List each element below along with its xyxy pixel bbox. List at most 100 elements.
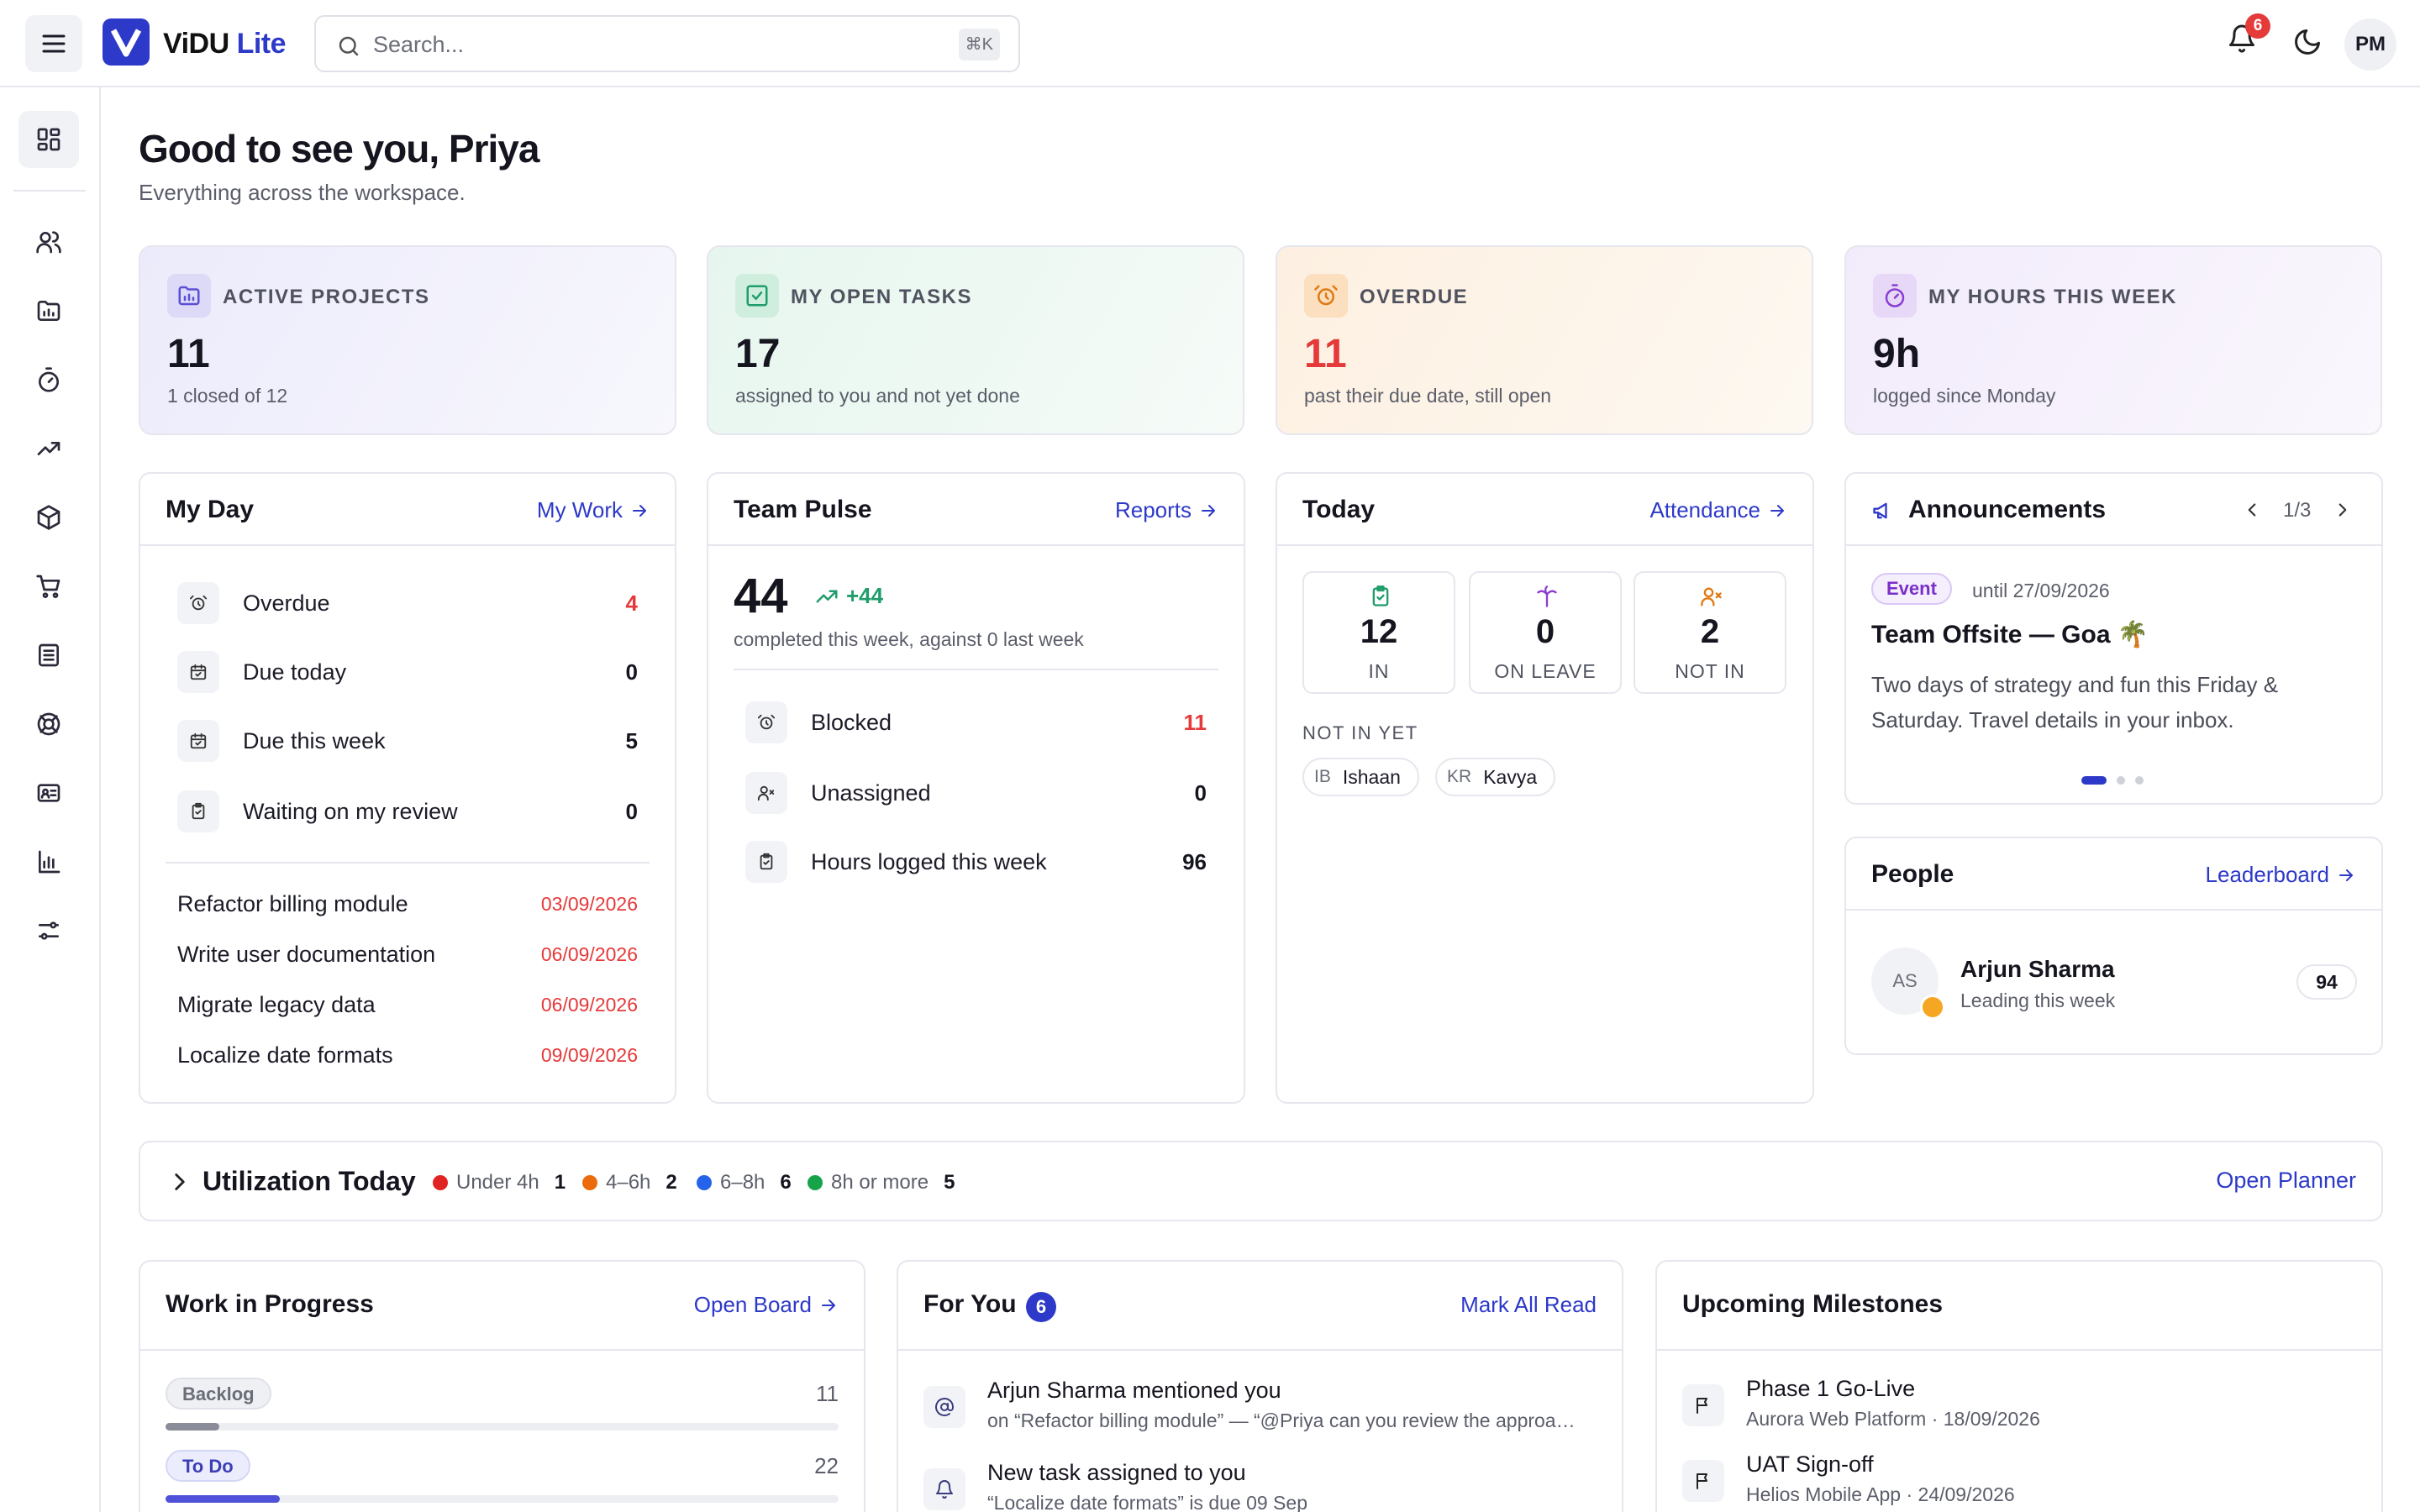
stage-badge-backlog[interactable]: Backlog xyxy=(166,1378,271,1410)
person-initials: KR xyxy=(1447,767,1472,786)
legend-item: Under 4h 1 xyxy=(433,1171,566,1194)
notification-item[interactable]: Arjun Sharma mentioned you on “Refactor … xyxy=(923,1378,1597,1453)
milestone-item[interactable]: Phase 1 Go-Live Aurora Web Platform · 18… xyxy=(1682,1376,2356,1452)
chevron-left-icon[interactable] xyxy=(2241,499,2263,521)
list-item[interactable]: Hours logged this week 96 xyxy=(745,837,1207,887)
utilization-bar[interactable]: Utilization Today Under 4h 1 4–6h 2 6–8h 6 … xyxy=(139,1141,2383,1221)
row-icon-box xyxy=(177,651,219,693)
notification-item[interactable]: New task assigned to you “Localize date … xyxy=(923,1460,1597,1512)
notification-title: Arjun Sharma mentioned you xyxy=(987,1378,1281,1403)
chevron-right-icon[interactable] xyxy=(2332,499,2354,521)
mark-all-read-button[interactable]: Mark All Read xyxy=(1460,1292,1597,1318)
user-x-icon xyxy=(1700,585,1723,608)
sidebar-item-timesheet[interactable] xyxy=(18,351,79,408)
person-name: Kavya xyxy=(1483,765,1538,788)
sidebar-item-directory[interactable] xyxy=(18,764,79,822)
stat-label: MY HOURS THIS WEEK xyxy=(1928,286,2177,308)
list-item[interactable]: Due today 0 xyxy=(177,647,638,697)
stat-icon-box xyxy=(1873,274,1917,318)
stat-caption: past their due date, still open xyxy=(1304,385,1552,407)
attendance-not-in-box[interactable]: 2 NOT IN xyxy=(1634,571,1786,694)
card-title: People xyxy=(1871,860,1954,888)
search-box[interactable]: ⌘K xyxy=(314,15,1020,72)
sidebar-item-dashboard[interactable] xyxy=(18,111,79,168)
chevron-right-icon[interactable] xyxy=(166,1168,194,1196)
people-card: People Leaderboard AS Arjun Sharma Leadi… xyxy=(1844,837,2383,1055)
list-item[interactable]: Waiting on my review 0 xyxy=(177,786,638,837)
milestone-detail: Helios Mobile App · 24/09/2026 xyxy=(1746,1483,2015,1505)
milestone-item[interactable]: UAT Sign-off Helios Mobile App · 24/09/2… xyxy=(1682,1452,2356,1512)
task-row[interactable]: Localize date formats 09/09/2026 xyxy=(177,1038,638,1072)
stat-card-overdue[interactable]: OVERDUE 11 past their due date, still op… xyxy=(1276,245,1813,435)
arrow-right-icon xyxy=(2336,865,2356,885)
logo-icon[interactable] xyxy=(103,18,150,66)
my-work-link[interactable]: My Work xyxy=(537,497,650,523)
leaderboard-link[interactable]: Leaderboard xyxy=(2206,862,2356,888)
carousel-dot[interactable] xyxy=(2117,776,2125,785)
row-label: Due today xyxy=(243,659,347,685)
stat-card-open-tasks[interactable]: MY OPEN TASKS 17 assigned to you and not… xyxy=(707,245,1244,435)
list-item[interactable]: Blocked 11 xyxy=(745,697,1207,748)
lifebuoy-icon xyxy=(35,711,62,738)
row-label: Blocked xyxy=(811,709,892,735)
link-label: Attendance xyxy=(1649,497,1760,522)
person-name: Ishaan xyxy=(1342,765,1401,788)
task-row[interactable]: Migrate legacy data 06/09/2026 xyxy=(177,988,638,1021)
sidebar-item-support[interactable] xyxy=(18,696,79,753)
reports-link[interactable]: Reports xyxy=(1115,497,1218,523)
open-board-link[interactable]: Open Board xyxy=(694,1292,839,1318)
menu-button[interactable] xyxy=(25,15,82,72)
bell-icon xyxy=(934,1479,955,1499)
attendance-label: ON LEAVE xyxy=(1494,660,1597,682)
sidebar-item-projects[interactable] xyxy=(18,282,79,339)
users-icon xyxy=(35,228,62,255)
list-item[interactable]: Unassigned 0 xyxy=(745,768,1207,818)
list-item[interactable]: Due this week 5 xyxy=(177,716,638,766)
open-planner-link[interactable]: Open Planner xyxy=(2216,1168,2356,1193)
folder-chart-icon xyxy=(176,283,202,308)
stage-badge-todo[interactable]: To Do xyxy=(166,1450,250,1482)
sidebar-item-reports[interactable] xyxy=(18,833,79,890)
brand-name[interactable]: ViDU Lite xyxy=(163,28,287,60)
link-label: My Work xyxy=(536,497,623,522)
user-avatar[interactable]: PM xyxy=(2344,18,2396,71)
link-label: Mark All Read xyxy=(1460,1292,1597,1317)
search-shortcut: ⌘K xyxy=(958,29,1000,60)
legend-count: 6 xyxy=(780,1171,792,1194)
legend-dot xyxy=(697,1175,712,1190)
sidebar-item-settings[interactable] xyxy=(18,902,79,959)
attendance-leave-box[interactable]: 0 ON LEAVE xyxy=(1469,571,1622,694)
list-item[interactable]: Overdue 4 xyxy=(177,578,638,628)
carousel-dot-active[interactable] xyxy=(2081,776,2107,785)
card-header: My Day My Work xyxy=(140,474,675,546)
task-row[interactable]: Write user documentation 06/09/2026 xyxy=(177,937,638,971)
notifications-button[interactable] xyxy=(2227,24,2260,60)
top-bar: ViDU Lite ⌘K 6 PM xyxy=(0,0,2420,87)
task-row[interactable]: Refactor billing module 03/09/2026 xyxy=(177,887,638,921)
notification-detail: on “Refactor billing module” — “@Priya c… xyxy=(987,1410,1576,1431)
link-label: Open Board xyxy=(693,1292,812,1317)
stat-card-active-projects[interactable]: ACTIVE PROJECTS 11 1 closed of 12 xyxy=(139,245,676,435)
person-chip[interactable]: IB Ishaan xyxy=(1302,758,1419,796)
sidebar-item-inventory[interactable] xyxy=(18,489,79,546)
timer-icon xyxy=(35,366,62,393)
attendance-in-box[interactable]: 12 IN xyxy=(1302,571,1455,694)
carousel-dot[interactable] xyxy=(2135,776,2144,785)
arrow-right-icon xyxy=(1198,501,1218,521)
sidebar-item-orders[interactable] xyxy=(18,558,79,615)
calendar-check-icon xyxy=(189,663,208,681)
task-name: Write user documentation xyxy=(177,941,436,967)
search-input[interactable] xyxy=(373,27,928,62)
attendance-link[interactable]: Attendance xyxy=(1649,497,1787,523)
row-icon-box xyxy=(177,720,219,762)
row-value: 11 xyxy=(1183,709,1207,735)
moon-icon[interactable] xyxy=(2292,27,2323,57)
stage-progress-bar xyxy=(166,1495,839,1503)
person-chip[interactable]: KR Kavya xyxy=(1435,758,1556,796)
sidebar-item-documents[interactable] xyxy=(18,627,79,684)
sidebar-item-people[interactable] xyxy=(18,213,79,270)
stat-card-hours[interactable]: MY HOURS THIS WEEK 9h logged since Monda… xyxy=(1844,245,2382,435)
sidebar-item-sales[interactable] xyxy=(18,420,79,477)
row-icon-box xyxy=(745,701,787,743)
divider xyxy=(734,669,1218,670)
